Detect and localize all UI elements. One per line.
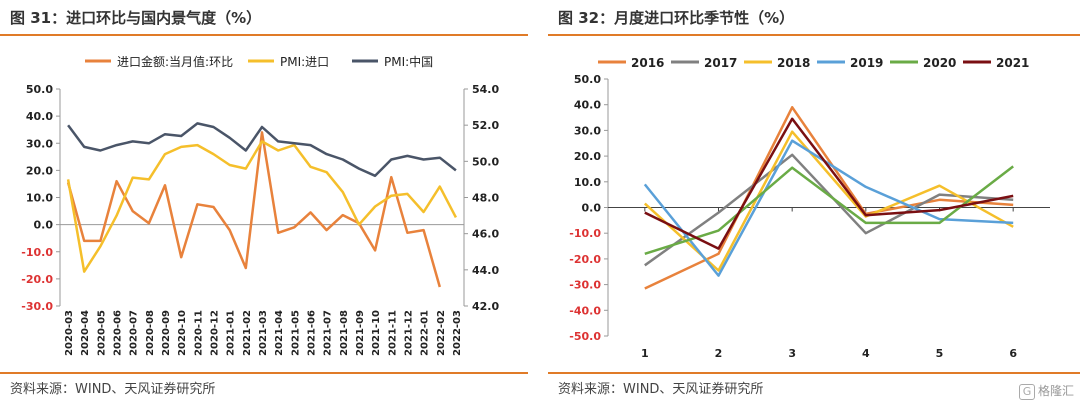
y-tick-label: 30.0 [574, 124, 601, 137]
left-y-tick-label: 30.0 [26, 137, 53, 150]
x-tick-label: 2020-12 [210, 310, 221, 356]
x-tick-label: 2020-03 [64, 310, 75, 356]
legend-label-3: 2018 [777, 56, 810, 70]
x-tick-label: 2021-06 [306, 310, 317, 356]
y-tick-label: 20.0 [574, 150, 601, 163]
legend-label-1: 进口金额:当月值:环比 [117, 54, 233, 69]
x-tick-label: 2020-04 [80, 310, 91, 356]
x-tick-label: 2020-05 [96, 310, 107, 356]
figure-32-panel: 图 32：月度进口环比季节性（%） 2016 2017 2018 2019 2020 20… [548, 0, 1080, 410]
x-tick-label: 2021-11 [387, 310, 398, 356]
y-tick-label: -20.0 [569, 253, 601, 266]
watermark-text: 格隆汇 [1037, 384, 1074, 398]
x-tick-label: 2021-12 [403, 310, 414, 356]
legend-label-2: PMI:进口 [280, 55, 329, 69]
right-y-tick-label: 54.0 [472, 83, 499, 96]
watermark-logo: G 格隆汇 [996, 382, 1074, 404]
legend-label-1: 2016 [631, 56, 664, 70]
figure-32-chart: 2016 2017 2018 2019 2020 2021 -50.0 -40.0 -30.0 -… [569, 56, 1050, 360]
y-tick-label: 40.0 [574, 99, 601, 112]
figure-32-source: 资料来源：WIND、天风证券研究所 [558, 382, 764, 397]
x-tick-label: 2021-09 [355, 310, 366, 356]
x-tick-label: 5 [936, 347, 944, 360]
series-line-2 [66, 140, 458, 273]
right-y-tick-label: 48.0 [472, 192, 499, 205]
x-tick-label: 1 [641, 347, 649, 360]
x-tick-label: 6 [1009, 347, 1017, 360]
left-y-tick-label: 50.0 [26, 83, 53, 96]
source-rule [548, 372, 1080, 374]
right-y-tick-label: 44.0 [472, 264, 499, 277]
x-tick-label: 2021-07 [323, 310, 334, 356]
x-tick-label: 2021-03 [258, 310, 269, 356]
watermark-icon: G [1018, 383, 1035, 400]
figure-31-chart: 进口金额:当月值:环比 PMI:进口 PMI:中国 -30.0 -20.0 -10.0 0.… [21, 54, 499, 356]
x-tick-label: 2021-02 [242, 310, 253, 356]
x-tick-label: 3 [788, 347, 796, 360]
x-tick-label: 2020-10 [177, 310, 188, 356]
x-tick-label: 2022-03 [452, 310, 463, 356]
x-tick-label: 2021-04 [274, 310, 285, 356]
figure-31-title: 图 31：进口环比与国内景气度（%） [10, 9, 262, 27]
x-tick-label: 2020-06 [113, 310, 124, 356]
x-tick-label: 2022-02 [436, 310, 447, 356]
y-tick-label: 0.0 [582, 202, 602, 215]
x-tick-label: 2021-01 [226, 310, 237, 356]
right-y-tick-label: 52.0 [472, 119, 499, 132]
x-tick-label: 2022-01 [420, 310, 431, 356]
legend-label-6: 2021 [996, 56, 1029, 70]
right-y-tick-label: 42.0 [472, 300, 499, 313]
series-line-2019 [643, 139, 1014, 277]
y-tick-label: -10.0 [569, 227, 601, 240]
x-tick-label: 2020-09 [161, 310, 172, 356]
right-y-tick-label: 46.0 [472, 228, 499, 241]
y-tick-label: -40.0 [569, 304, 601, 317]
x-tick-label: 2021-05 [290, 310, 301, 356]
title-rule [548, 34, 1080, 36]
series-line-2016 [644, 106, 1014, 290]
left-y-tick-label: -20.0 [21, 273, 53, 286]
x-tick-label: 4 [862, 347, 870, 360]
y-tick-label: -50.0 [569, 330, 601, 343]
series-line-1 [66, 131, 442, 288]
series-line-2020 [644, 165, 1014, 255]
right-y-tick-label: 50.0 [472, 155, 499, 168]
x-tick-label: 2020-08 [145, 310, 156, 356]
legend-label-2: 2017 [704, 56, 737, 70]
x-tick-label: 2 [715, 347, 723, 360]
left-y-tick-label: 40.0 [26, 110, 53, 123]
figure-31-panel: 图 31：进口环比与国内景气度（%） 进口金额:当月值:环比 PMI:进口 PMI:… [0, 0, 530, 410]
left-y-tick-label: -30.0 [21, 300, 53, 313]
left-y-tick-label: 10.0 [26, 192, 53, 205]
title-rule [0, 34, 528, 36]
source-rule [0, 372, 528, 374]
x-tick-label: 2020-11 [193, 310, 204, 356]
legend-label-4: 2019 [850, 56, 883, 70]
y-tick-label: -30.0 [569, 279, 601, 292]
figure-32-title: 图 32：月度进口环比季节性（%） [558, 9, 795, 27]
x-tick-label: 2021-08 [339, 310, 350, 356]
legend-label-5: 2020 [923, 56, 956, 70]
left-y-tick-label: -10.0 [21, 246, 53, 259]
series-line-2021 [644, 117, 1014, 250]
y-tick-label: 50.0 [574, 73, 601, 86]
legend-label-3: PMI:中国 [384, 54, 433, 69]
left-y-tick-label: 0.0 [34, 219, 54, 232]
x-tick-label: 2021-10 [371, 310, 382, 356]
left-y-tick-label: 20.0 [26, 164, 53, 177]
x-tick-label: 2020-07 [129, 310, 140, 356]
series-line-3 [67, 122, 457, 178]
figure-31-source: 资料来源：WIND、天风证券研究所 [10, 382, 216, 397]
y-tick-label: 10.0 [574, 176, 601, 189]
